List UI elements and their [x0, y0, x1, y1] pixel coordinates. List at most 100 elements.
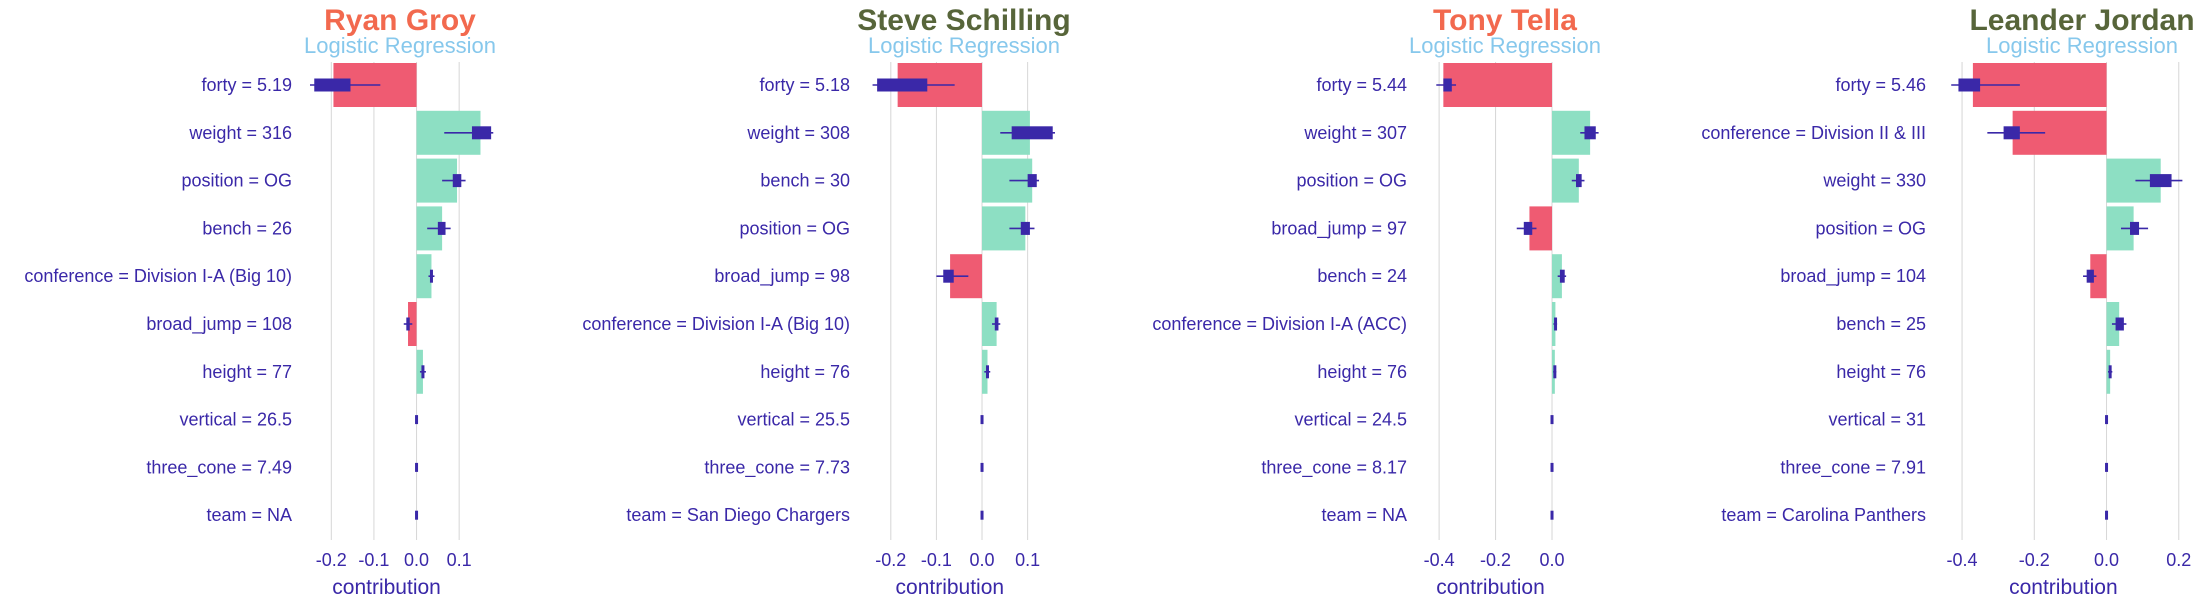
uncertainty-box [1553, 365, 1557, 379]
feature-label: broad_jump = 98 [714, 266, 850, 287]
panel-subtitle: Logistic Regression [868, 33, 1060, 58]
x-tick-label: -0.2 [316, 550, 347, 570]
feature-label: bench = 30 [760, 171, 850, 191]
feature-label: conference = Division II & III [1701, 123, 1926, 143]
uncertainty-box [1550, 415, 1554, 425]
feature-label: forty = 5.19 [201, 75, 292, 95]
uncertainty-box [1443, 78, 1452, 92]
feature-label: team = Carolina Panthers [1721, 505, 1926, 525]
x-axis-label: contribution [2009, 576, 2118, 599]
feature-label: height = 76 [1836, 362, 1926, 382]
x-tick-label: 0.2 [2166, 550, 2191, 570]
feature-label: forty = 5.46 [1835, 75, 1926, 95]
contribution-bar [1529, 206, 1553, 251]
uncertainty-box [1550, 462, 1554, 472]
feature-label: broad_jump = 104 [1780, 266, 1926, 287]
x-tick-label: 0.0 [1540, 550, 1565, 570]
panel-title: Ryan Groy [324, 4, 476, 37]
feature-label: weight = 308 [746, 123, 850, 143]
feature-label: team = San Diego Chargers [626, 505, 850, 525]
panel-title: Steve Schilling [857, 4, 1070, 37]
feature-label: team = NA [206, 505, 292, 525]
uncertainty-box [1958, 78, 1981, 92]
uncertainty-box [452, 174, 462, 188]
panel-title: Tony Tella [1433, 4, 1577, 37]
uncertainty-box [314, 78, 351, 92]
feature-label: height = 76 [760, 362, 850, 382]
uncertainty-box [985, 365, 989, 379]
uncertainty-box [2105, 462, 2109, 472]
feature-label: three_cone = 7.91 [1780, 457, 1926, 478]
x-axis-label: contribution [896, 576, 1005, 599]
x-tick-label: 0.1 [447, 550, 472, 570]
feature-label: height = 77 [202, 362, 292, 382]
feature-label: position = OG [739, 218, 850, 238]
uncertainty-box [2003, 126, 2020, 140]
contribution-bar [1552, 254, 1562, 299]
feature-label: vertical = 31 [1828, 410, 1926, 430]
feature-label: bench = 24 [1317, 266, 1407, 286]
uncertainty-box [877, 78, 928, 92]
uncertainty-box [415, 510, 419, 520]
feature-label: weight = 316 [188, 123, 292, 143]
uncertainty-box [980, 415, 984, 425]
feature-label: bench = 26 [202, 218, 292, 238]
uncertainty-box [980, 462, 984, 472]
uncertainty-box [429, 269, 433, 283]
feature-label: bench = 25 [1836, 314, 1926, 334]
uncertainty-box [1020, 221, 1030, 235]
uncertainty-box [1554, 317, 1558, 331]
x-tick-label: -0.1 [921, 550, 952, 570]
feature-label: height = 76 [1317, 362, 1407, 382]
uncertainty-box [1584, 126, 1596, 140]
panel-title: Leander Jordan [1969, 4, 2194, 37]
contribution-bar [416, 349, 423, 394]
uncertainty-box [437, 221, 446, 235]
uncertainty-box [2086, 269, 2094, 283]
x-tick-label: 0.0 [970, 550, 995, 570]
x-tick-label: -0.4 [1424, 550, 1455, 570]
x-tick-label: -0.4 [1947, 550, 1978, 570]
x-tick-label: -0.2 [1480, 550, 1511, 570]
uncertainty-box [1559, 269, 1565, 283]
uncertainty-box [994, 317, 999, 331]
feature-label: vertical = 25.5 [737, 410, 850, 430]
uncertainty-box [471, 126, 492, 140]
uncertainty-box [1576, 174, 1582, 188]
feature-label: conference = Division I-A (Big 10) [582, 314, 850, 334]
uncertainty-box [1550, 510, 1554, 520]
feature-label: vertical = 24.5 [1294, 410, 1407, 430]
feature-label: broad_jump = 108 [146, 314, 292, 335]
feature-label: three_cone = 7.73 [704, 457, 850, 478]
uncertainty-box [1011, 126, 1053, 140]
x-tick-label: 0.0 [2094, 550, 2119, 570]
uncertainty-box [421, 365, 425, 379]
feature-label: three_cone = 8.17 [1261, 457, 1407, 478]
x-axis-label: contribution [332, 576, 441, 599]
uncertainty-box [1027, 174, 1037, 188]
x-tick-label: -0.2 [2019, 550, 2050, 570]
contribution-bar [416, 254, 432, 299]
feature-label: conference = Division I-A (ACC) [1152, 314, 1407, 334]
feature-label: position = OG [181, 171, 292, 191]
feature-label: vertical = 26.5 [179, 410, 292, 430]
feature-label: position = OG [1815, 218, 1926, 238]
feature-label: weight = 307 [1303, 123, 1407, 143]
uncertainty-box [2115, 317, 2124, 331]
x-tick-label: 0.1 [1015, 550, 1040, 570]
uncertainty-box [406, 317, 410, 331]
contribution-bar [982, 302, 997, 346]
uncertainty-box [943, 269, 954, 283]
x-tick-label: -0.1 [358, 550, 389, 570]
panel-subtitle: Logistic Regression [1986, 33, 2178, 58]
uncertainty-box [1523, 221, 1533, 235]
contribution-bar [1443, 63, 1553, 107]
x-tick-label: 0.0 [404, 550, 429, 570]
uncertainty-box [980, 510, 984, 520]
feature-label: forty = 5.18 [759, 75, 850, 95]
feature-label: conference = Division I-A (Big 10) [24, 266, 292, 286]
panel-subtitle: Logistic Regression [304, 33, 496, 58]
feature-label: weight = 330 [1822, 171, 1926, 191]
feature-label: three_cone = 7.49 [146, 457, 292, 478]
